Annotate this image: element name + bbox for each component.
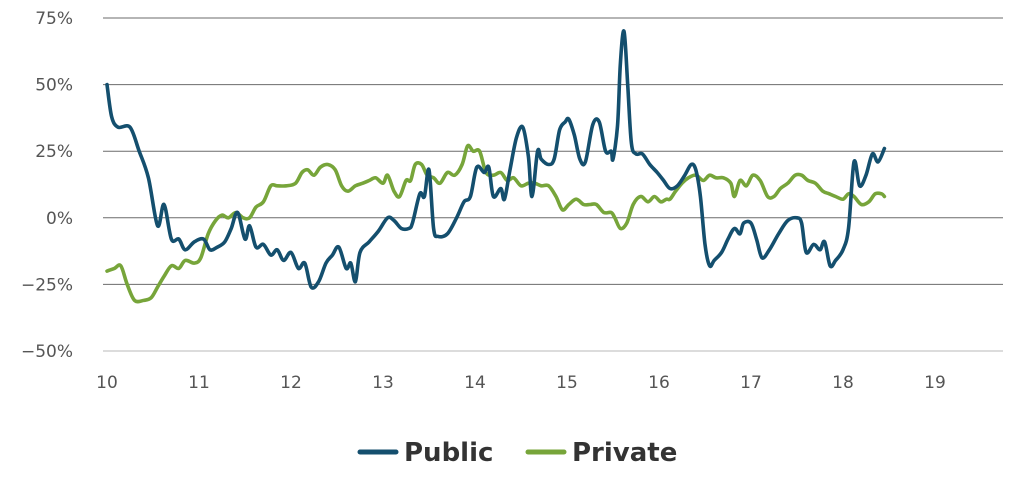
y-tick-label: 25%: [35, 142, 73, 162]
x-tick-label: 11: [188, 373, 210, 393]
series-line-public: [105, 29, 887, 290]
y-tick-label: 75%: [35, 9, 73, 29]
grid-lines: [103, 17, 1003, 352]
legend-label-private: Private: [572, 438, 677, 468]
x-tick-label: 10: [96, 373, 118, 393]
legend: Public Private: [357, 438, 677, 468]
y-axis-labels: 75% 50% 25% 0% −25% −50%: [21, 9, 73, 362]
x-tick-label: 13: [372, 373, 394, 393]
x-tick-label: 17: [740, 373, 762, 393]
x-tick-label: 18: [832, 373, 854, 393]
y-tick-label: −50%: [21, 342, 73, 362]
series-lines: [105, 29, 887, 304]
y-tick-label: −25%: [21, 275, 73, 295]
x-tick-label: 16: [648, 373, 670, 393]
x-tick-label: 12: [280, 373, 302, 393]
x-axis-labels: 10 11 12 13 14 15 16 17 18 19: [96, 373, 946, 393]
y-tick-label: 0%: [46, 209, 73, 229]
y-tick-label: 50%: [35, 76, 73, 96]
series-line-private: [105, 143, 887, 304]
x-tick-label: 15: [556, 373, 578, 393]
x-tick-label: 19: [924, 373, 946, 393]
x-tick-label: 14: [464, 373, 486, 393]
legend-label-public: Public: [404, 438, 493, 468]
